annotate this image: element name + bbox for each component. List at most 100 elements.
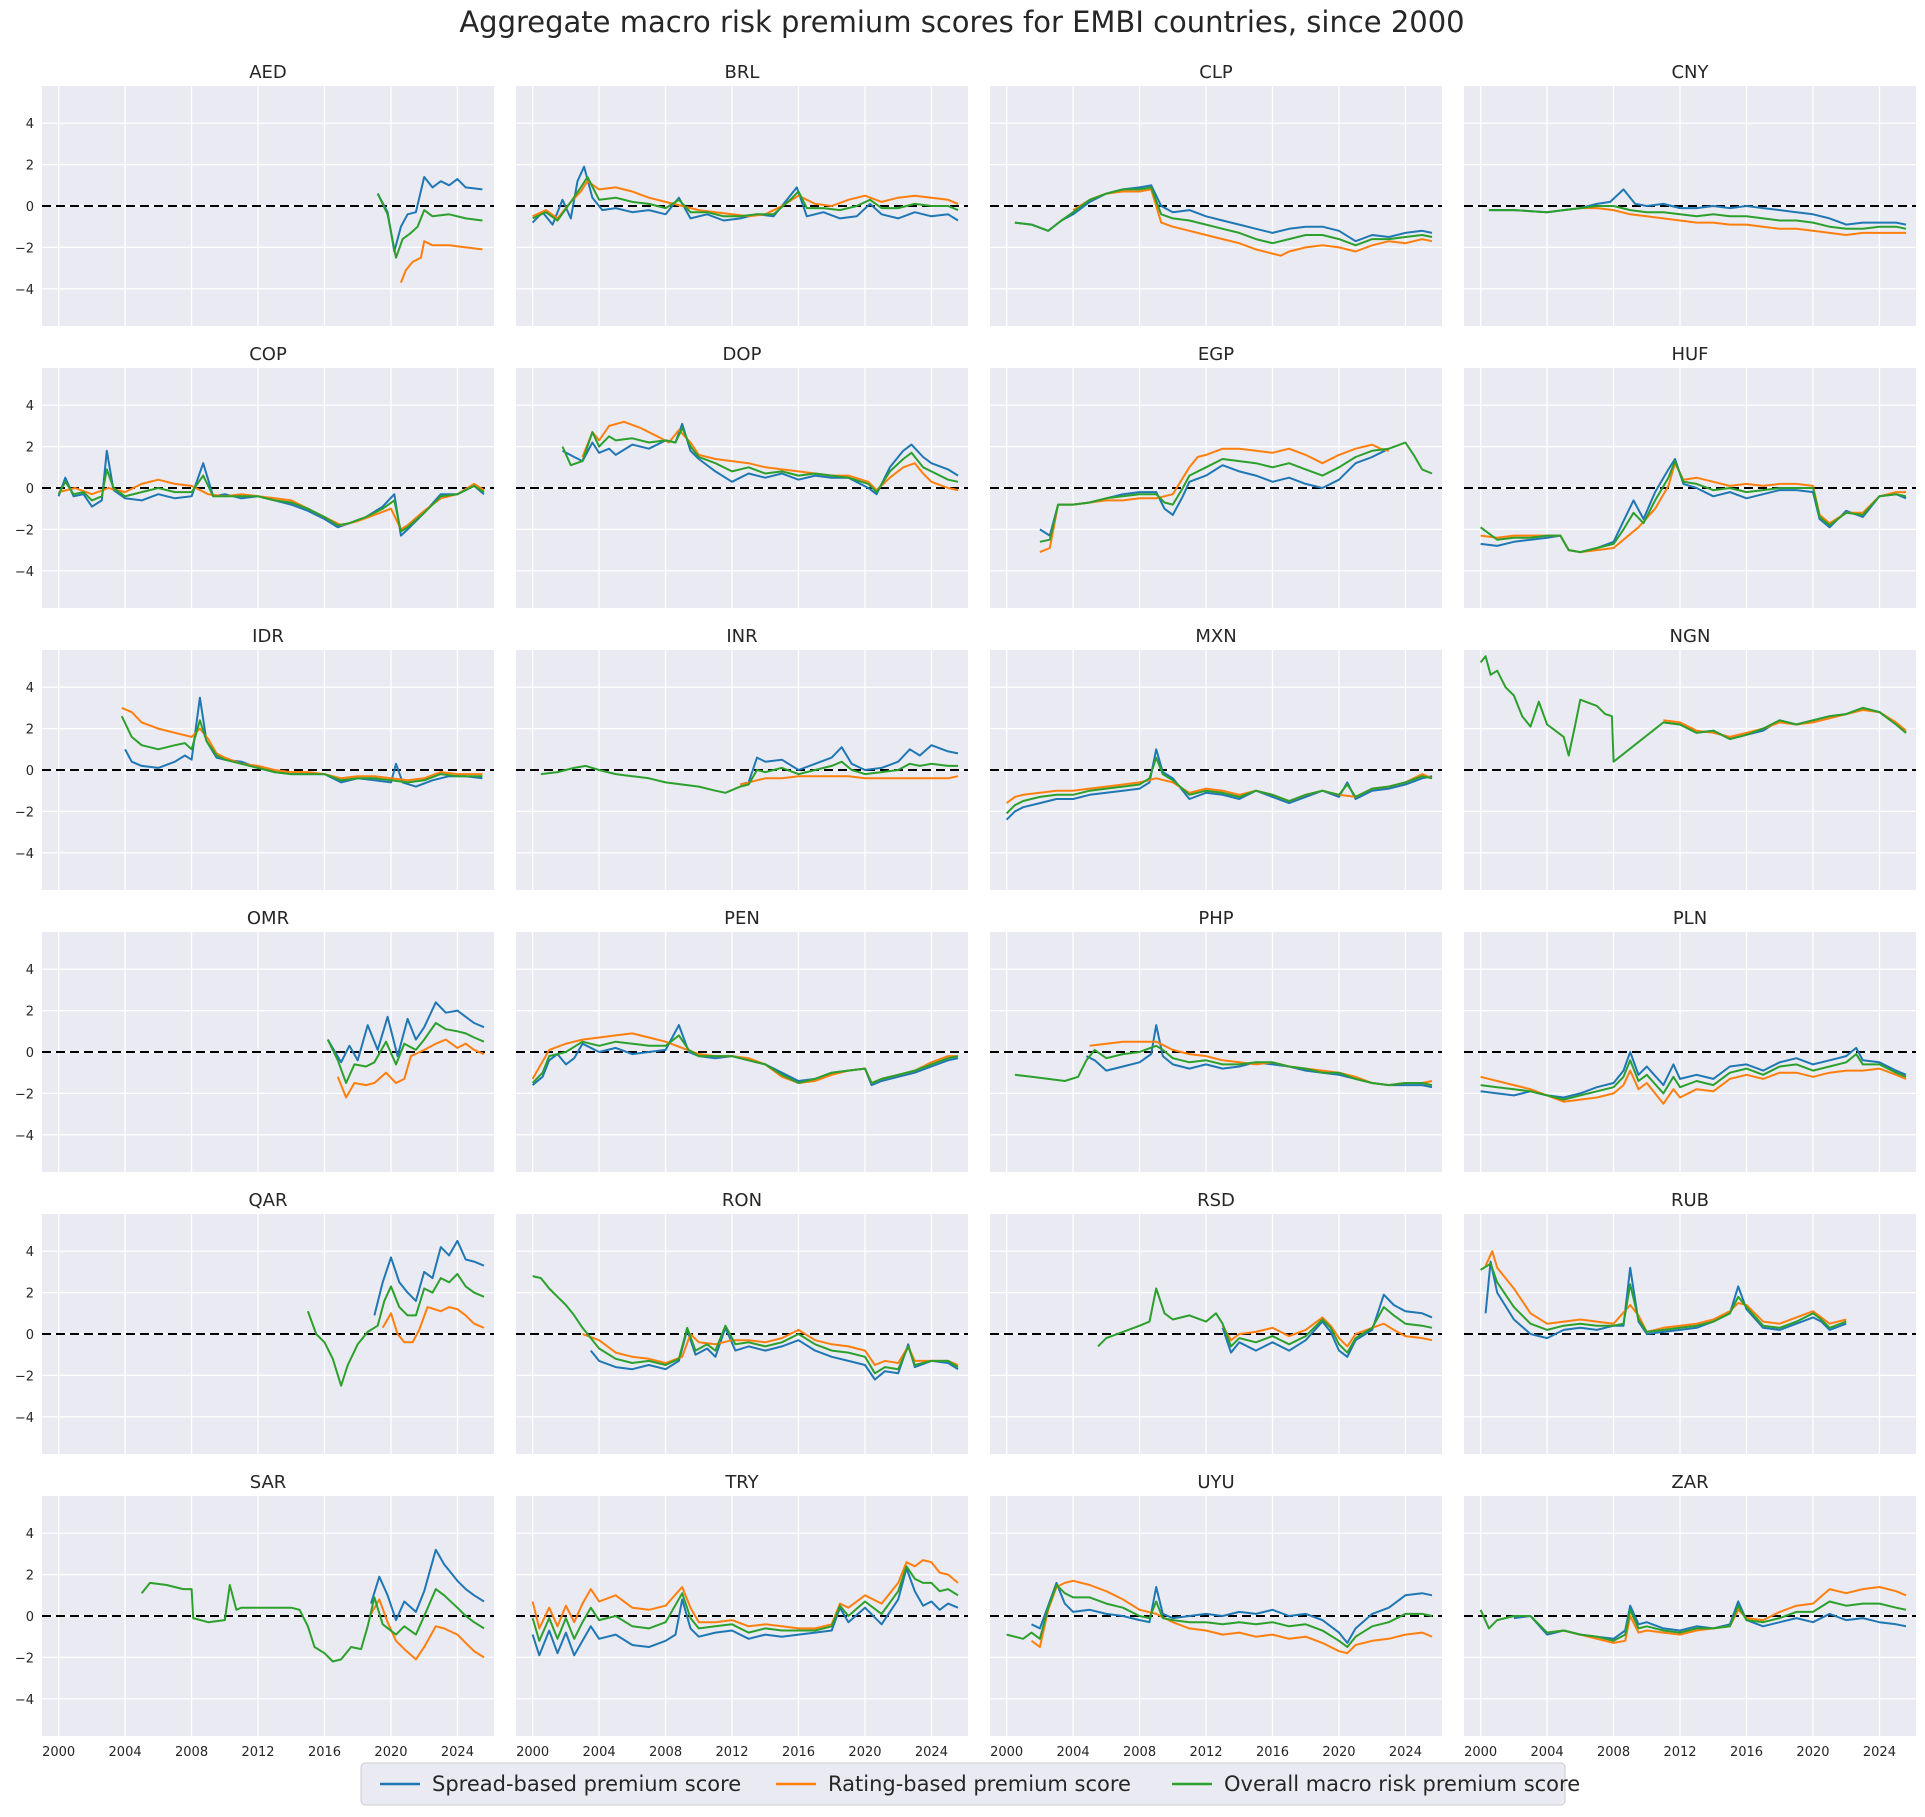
panel-ron: RON: [516, 1190, 968, 1454]
series-line-spread-based-brl: [531, 165, 959, 226]
x-tick-label: 2000: [1464, 1745, 1497, 1760]
panel-ngn: NGN: [1464, 626, 1916, 890]
series-line-overall-aed: [376, 193, 483, 259]
panel-title: RUB: [1671, 1190, 1709, 1211]
series-line-rating-based-clp: [1072, 188, 1433, 257]
y-tick-label: −2: [15, 805, 34, 820]
series-group: [1014, 184, 1433, 257]
series-line-overall-ngn: [1479, 655, 1907, 763]
series-line-rating-based-idr: [121, 706, 483, 782]
series-line-spread-based-rub: [1484, 1260, 1847, 1340]
panel-pln: PLN: [1464, 908, 1916, 1172]
y-tick-label: 4: [26, 117, 34, 132]
y-tick-label: 4: [26, 963, 34, 978]
y-tick-label: −4: [15, 283, 34, 298]
series-line-rating-based-qar: [381, 1306, 485, 1344]
panel-title: PEN: [724, 908, 760, 929]
panel-try: TRY 2000 2004 2008 2012 2016 2020 2024: [516, 1472, 968, 1760]
x-tick-label: 2016: [1730, 1745, 1763, 1760]
x-tick-label: 2024: [1863, 1745, 1896, 1760]
x-tick-label: 2012: [1189, 1745, 1222, 1760]
series-group: [1005, 748, 1433, 821]
panel-omr: OMR −4 −2 0 2 4: [15, 908, 494, 1172]
series-group: [1039, 441, 1433, 554]
series-group: [1480, 1250, 1847, 1340]
panel-cop: COP −4 −2 0 2 4: [15, 344, 494, 608]
series-line-spread-based-qar: [373, 1239, 485, 1316]
series-line-overall-cop: [57, 468, 485, 533]
panel-clp: CLP: [990, 62, 1442, 326]
panel-title: ZAR: [1671, 1472, 1708, 1493]
series-line-spread-based-dop: [562, 422, 959, 496]
x-tick-label: 2012: [715, 1745, 748, 1760]
series-line-overall-egp: [1039, 441, 1433, 543]
panel-title: SAR: [250, 1472, 287, 1493]
series-line-rating-based-sar: [370, 1598, 485, 1661]
series-line-overall-pln: [1480, 1053, 1907, 1101]
panel-php: PHP: [990, 908, 1442, 1172]
x-tick-label: 2000: [990, 1745, 1023, 1760]
panel-title: DOP: [723, 344, 762, 365]
panel-brl: BRL: [516, 62, 968, 326]
series-line-overall-qar: [306, 1273, 485, 1387]
panel-title: IDR: [252, 626, 284, 647]
legend-label-rating-based: Rating-based premium score: [828, 1772, 1131, 1796]
panel-title: PHP: [1198, 908, 1233, 929]
y-tick-label: 4: [26, 1245, 34, 1260]
chart-title: Aggregate macro risk premium scores for …: [459, 5, 1464, 39]
series-line-rating-based-try: [531, 1559, 959, 1630]
series-line-rating-based-cop: [58, 478, 485, 531]
y-tick-label: −4: [15, 1693, 34, 1708]
panel-aed: AED −4 −2 0 2 4: [15, 62, 494, 326]
legend-label-overall: Overall macro risk premium score: [1224, 1772, 1580, 1796]
panel-title: BRL: [725, 62, 760, 83]
x-tick-label: 2004: [1057, 1745, 1090, 1760]
series-line-spread-based-sar: [370, 1548, 485, 1622]
series-group: [531, 1559, 959, 1657]
panel-title: MXN: [1195, 626, 1236, 647]
series-group: [120, 696, 483, 788]
panel-egp: EGP: [990, 344, 1442, 608]
x-tick-label: 2020: [1322, 1745, 1355, 1760]
series-line-overall-zar: [1479, 1600, 1907, 1642]
panel-idr: IDR −4 −2 0 2 4: [15, 626, 494, 890]
series-line-rating-based-pln: [1480, 1067, 1907, 1105]
y-tick-label: 2: [26, 159, 34, 174]
panel-pen: PEN: [516, 908, 968, 1172]
x-tick-label: 2024: [441, 1745, 474, 1760]
y-tick-label: −2: [15, 1651, 34, 1666]
panel-inr: INR: [516, 626, 968, 890]
series-group: [532, 1275, 959, 1381]
x-tick-label: 2008: [1123, 1745, 1156, 1760]
y-tick-label: 0: [26, 764, 34, 779]
panel-cny: CNY: [1464, 62, 1916, 326]
panel-title: CNY: [1671, 62, 1709, 83]
y-tick-label: −4: [15, 1411, 34, 1426]
panel-grid: AED −4 −2 0 2 4 BRL CLP CNY COP −4 −2 0 2 4 DOP EGP HUF ID…: [15, 62, 1916, 1760]
series-line-overall-rsd: [1097, 1287, 1433, 1354]
series-line-spread-based-pen: [531, 1024, 959, 1087]
series-line-overall-omr: [326, 1022, 485, 1084]
panel-title: RON: [722, 1190, 762, 1211]
panel-title: RSD: [1197, 1190, 1235, 1211]
y-tick-label: −4: [15, 847, 34, 862]
y-tick-label: 2: [26, 1569, 34, 1584]
series-group: [1097, 1287, 1433, 1358]
panel-title: COP: [249, 344, 287, 365]
series-group: [531, 1024, 959, 1087]
series-group: [1006, 1579, 1433, 1655]
panel-title: QAR: [249, 1190, 288, 1211]
panel-sar: SAR −4 −2 0 2 4 2000 2004 2008 2012 2016 2020 2024: [15, 1472, 494, 1760]
series-line-overall-ron: [532, 1275, 959, 1375]
series-line-rating-based-omr: [336, 1038, 485, 1099]
y-tick-label: 0: [26, 1610, 34, 1625]
series-line-rating-based-aed: [399, 240, 483, 283]
panel-title: CLP: [1199, 62, 1233, 83]
x-tick-label: 2024: [1389, 1745, 1422, 1760]
series-line-overall-uyu: [1006, 1584, 1433, 1648]
series-group: [1014, 1024, 1433, 1089]
x-tick-label: 2020: [848, 1745, 881, 1760]
x-tick-label: 2020: [1796, 1745, 1829, 1760]
series-line-rating-based-uyu: [1030, 1579, 1433, 1655]
